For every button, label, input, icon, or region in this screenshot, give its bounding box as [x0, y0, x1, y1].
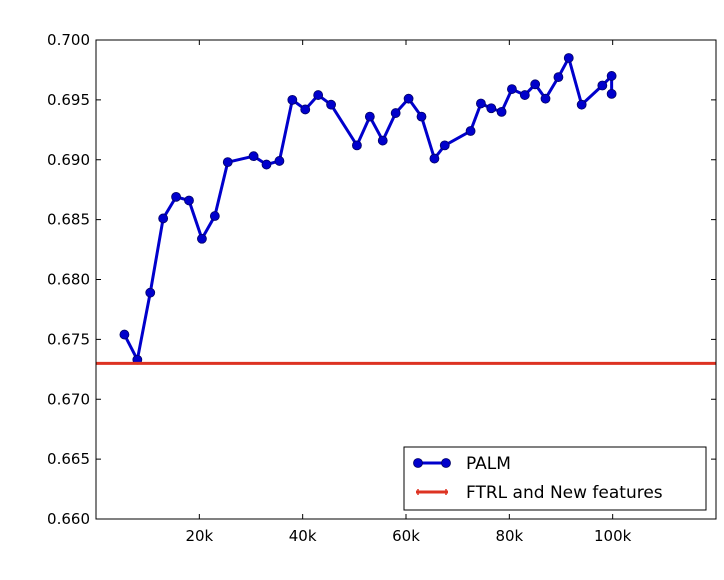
- y-tick-label: 0.675: [47, 330, 90, 348]
- data-point: [390, 108, 401, 118]
- data-point: [171, 191, 181, 202]
- data-point: [540, 93, 551, 104]
- data-point: [403, 93, 414, 104]
- data-point: [416, 111, 427, 122]
- data-point: [377, 135, 388, 146]
- data-point: [530, 79, 541, 90]
- y-tick-label: 0.685: [47, 211, 90, 229]
- series-palm: [119, 53, 617, 365]
- x-tick-label: 60k: [392, 527, 420, 545]
- data-point: [519, 90, 530, 100]
- legend-box: [403, 446, 707, 511]
- y-tick-label: 0.665: [47, 450, 90, 468]
- data-point: [507, 84, 517, 94]
- x-tick-label: 80k: [495, 527, 523, 545]
- data-point: [313, 90, 324, 100]
- data-point: [496, 106, 507, 117]
- data-point: [119, 329, 130, 340]
- x-tick-label: 20k: [185, 527, 213, 545]
- data-point: [364, 111, 375, 122]
- legend: PALM FTRL and New features: [403, 446, 707, 511]
- data-point: [553, 72, 564, 83]
- legend-marker: [413, 458, 423, 468]
- data-point: [145, 287, 156, 298]
- y-tick-label: 0.690: [47, 151, 90, 169]
- legend-marker: [441, 458, 451, 468]
- data-point: [184, 195, 194, 206]
- series-line-palm: [123, 56, 614, 362]
- data-point: [606, 88, 617, 99]
- y-tick-label: 0.680: [47, 271, 90, 289]
- data-point: [465, 126, 476, 136]
- data-point: [197, 233, 207, 244]
- data-point: [606, 71, 617, 81]
- data-point: [326, 99, 336, 110]
- y-tick-label: 0.700: [47, 31, 90, 49]
- data-point: [486, 103, 497, 114]
- data-point: [352, 140, 362, 151]
- data-point: [248, 151, 259, 162]
- x-tick-label: 40k: [289, 527, 317, 545]
- legend-label: PALM: [466, 454, 511, 474]
- data-point: [158, 213, 169, 224]
- legend-label: FTRL and New features: [466, 483, 663, 503]
- data-point: [300, 104, 311, 115]
- y-tick-label: 0.670: [47, 390, 90, 408]
- data-point: [563, 53, 574, 63]
- data-point: [597, 80, 608, 91]
- data-point: [576, 99, 587, 110]
- x-tick-label: 100k: [594, 527, 632, 545]
- data-point: [476, 98, 486, 109]
- y-tick-label: 0.695: [47, 91, 90, 109]
- data-point: [439, 140, 450, 151]
- legend-item: PALM: [413, 454, 511, 474]
- data-point: [222, 157, 233, 168]
- series-layer: [96, 53, 716, 365]
- axes-layer: 0.660 0.665 0.670 0.675 0.680 0.685 0.690 0.695…: [47, 31, 716, 545]
- data-point: [261, 159, 272, 170]
- y-tick-label: 0.660: [47, 510, 90, 528]
- legend-item: FTRL and New features: [416, 483, 663, 503]
- data-point: [209, 211, 220, 221]
- data-point: [287, 94, 298, 105]
- data-point: [429, 153, 440, 164]
- data-point: [274, 156, 285, 166]
